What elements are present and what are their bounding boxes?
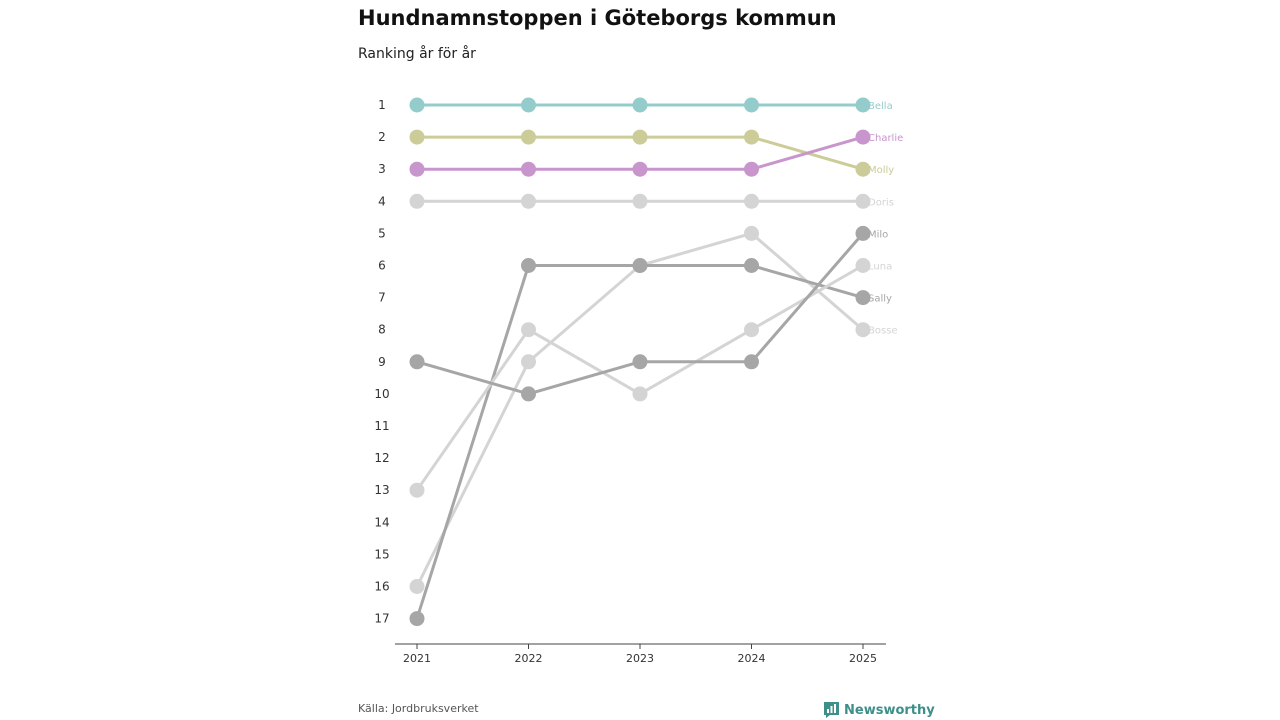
data-point-bosse xyxy=(744,225,759,241)
data-point-charlie xyxy=(409,161,425,177)
series-labels: Bosse Sally Luna Milo Doris Molly Charlie Bella xyxy=(868,101,903,337)
series-line-milo xyxy=(416,232,865,396)
series-label-milo: Milo xyxy=(868,229,888,240)
data-point-doris xyxy=(632,193,648,209)
newsworthy-icon xyxy=(824,702,839,718)
data-point-sally xyxy=(409,611,425,627)
data-point-bosse xyxy=(521,354,536,370)
y-tick-label: 4 xyxy=(378,194,386,208)
y-tick-label: 11 xyxy=(374,419,389,433)
chart-title: Hundnamnstoppen i Göteborgs kommun xyxy=(358,6,837,30)
data-point-doris xyxy=(409,193,425,209)
series-label-molly: Molly xyxy=(868,165,894,176)
y-tick-label: 5 xyxy=(378,226,386,240)
data-point-doris xyxy=(855,193,871,209)
x-tick-label: 2021 xyxy=(403,652,431,665)
y-tick-label: 17 xyxy=(374,612,389,626)
x-tick-label: 2022 xyxy=(515,652,543,665)
data-point-milo xyxy=(744,354,759,370)
data-point-bosse xyxy=(409,579,425,594)
y-tick-label: 15 xyxy=(374,547,389,561)
data-point-luna xyxy=(409,482,425,498)
data-point-luna xyxy=(632,386,648,402)
data-point-milo xyxy=(855,225,871,241)
y-tick-label: 9 xyxy=(378,355,386,369)
data-point-molly xyxy=(855,161,871,177)
brand-logo[interactable]: Newsworthy xyxy=(823,700,935,720)
data-point-luna xyxy=(521,322,536,338)
data-point-charlie xyxy=(632,161,648,177)
data-point-bella xyxy=(409,97,425,113)
data-point-milo xyxy=(521,386,536,402)
y-tick-label: 6 xyxy=(378,259,386,273)
x-tick-label: 2023 xyxy=(626,652,654,665)
series-milo xyxy=(409,225,871,402)
y-tick-label: 12 xyxy=(374,451,389,465)
y-tick-label: 2 xyxy=(378,130,386,144)
x-tick-label: 2024 xyxy=(738,652,766,665)
data-point-molly xyxy=(744,129,759,145)
series-label-doris: Doris xyxy=(868,197,894,208)
data-point-doris xyxy=(521,193,536,209)
chart-subtitle: Ranking år för år xyxy=(358,46,476,62)
series-doris xyxy=(409,193,871,209)
series-charlie xyxy=(409,129,871,177)
series-label-charlie: Charlie xyxy=(868,133,903,144)
y-tick-label: 8 xyxy=(378,323,386,337)
source-note: Källa: Jordbruksverket xyxy=(358,702,479,715)
data-point-sally xyxy=(521,258,536,273)
data-point-sally xyxy=(632,258,648,273)
series-line-sally xyxy=(415,264,864,620)
data-point-bella xyxy=(744,97,759,113)
data-point-bella xyxy=(855,97,871,113)
series-line-luna xyxy=(415,264,864,492)
data-point-sally xyxy=(855,290,871,306)
y-tick-label: 7 xyxy=(378,291,386,305)
data-point-sally xyxy=(744,258,759,273)
data-point-charlie xyxy=(744,161,759,177)
series-label-bosse: Bosse xyxy=(868,326,898,337)
series-label-sally: Sally xyxy=(868,294,892,305)
series-bella xyxy=(409,97,871,113)
y-tick-label: 13 xyxy=(374,483,389,497)
series-layer xyxy=(409,97,871,627)
data-point-bella xyxy=(521,97,536,113)
data-point-molly xyxy=(632,129,648,145)
brand-name: Newsworthy xyxy=(844,702,935,718)
series-label-luna: Luna xyxy=(868,262,892,273)
data-point-milo xyxy=(409,354,425,370)
y-tick-label: 14 xyxy=(374,515,389,529)
series-molly xyxy=(409,129,871,177)
data-point-charlie xyxy=(855,129,871,145)
y-tick-label: 10 xyxy=(374,387,389,401)
data-point-doris xyxy=(744,193,759,209)
data-point-bella xyxy=(632,97,648,113)
data-point-milo xyxy=(632,354,648,370)
data-point-luna xyxy=(855,258,871,273)
x-axis: 2021 2022 2023 2024 2025 xyxy=(395,643,886,665)
x-tick-label: 2025 xyxy=(849,652,877,665)
data-point-luna xyxy=(744,322,759,338)
y-tick-label: 3 xyxy=(378,162,386,176)
data-point-molly xyxy=(409,129,425,145)
series-sally xyxy=(409,258,871,627)
y-tick-label: 16 xyxy=(374,580,389,594)
data-point-molly xyxy=(521,129,536,145)
data-point-charlie xyxy=(521,161,536,177)
y-tick-label: 1 xyxy=(378,98,386,112)
series-label-bella: Bella xyxy=(868,101,893,112)
data-point-bosse xyxy=(855,322,871,338)
